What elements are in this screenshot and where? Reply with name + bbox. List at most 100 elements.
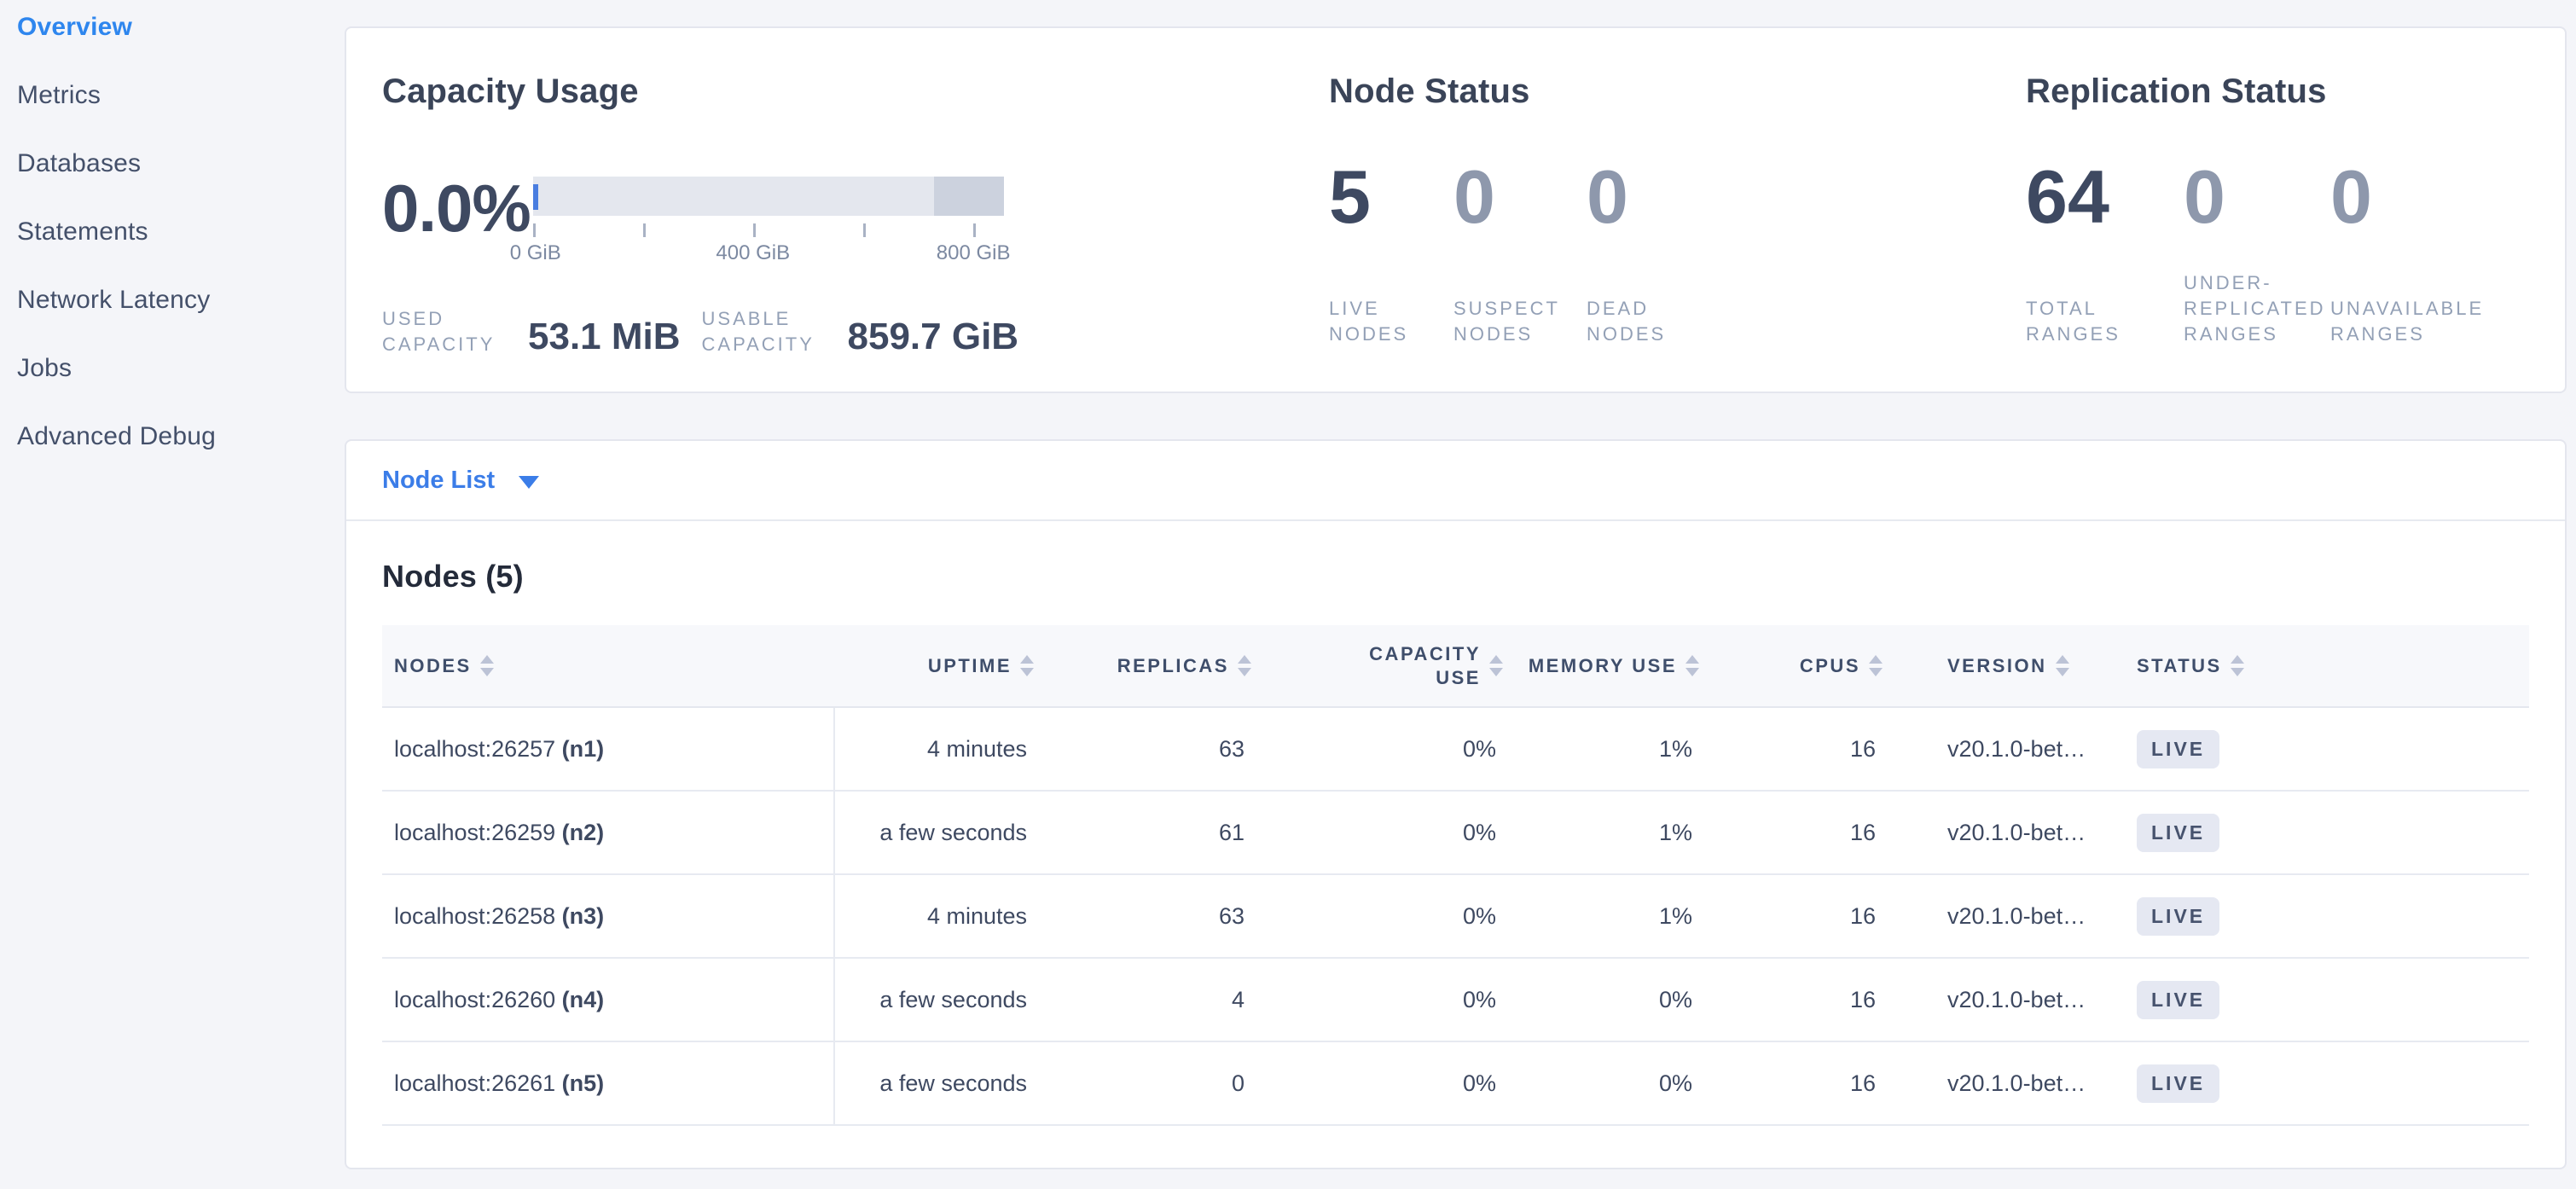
column-header-nodes[interactable]: NODES	[382, 625, 834, 708]
node-link[interactable]: localhost:26261 (n5)	[382, 1041, 835, 1126]
capacity-bar-track	[533, 177, 1004, 216]
node-status-title: Node Status	[1329, 72, 1530, 110]
status-badge: LIVE	[2137, 729, 2220, 768]
cpus-cell: 16	[1704, 791, 1888, 875]
sort-icon	[1489, 655, 1503, 676]
node-link[interactable]: localhost:26259 (n2)	[382, 791, 835, 875]
status-badge: LIVE	[2137, 1064, 2220, 1103]
sidebar-item-advanced-debug[interactable]: Advanced Debug	[17, 422, 216, 450]
status-cell: LIVE	[2084, 958, 2297, 1042]
sort-icon	[2230, 655, 2244, 676]
axis-label-0: 0 GiB	[509, 241, 561, 264]
cluster-summary-card: Capacity Usage 0.0%	[345, 26, 2567, 393]
capacity-bar-overflow-segment	[933, 177, 1004, 216]
sidebar-item-network-latency[interactable]: Network Latency	[17, 286, 211, 314]
replicas-cell: 63	[1039, 874, 1256, 959]
capacity-axis-ticks	[533, 223, 1004, 237]
capacity-usage-section: Capacity Usage 0.0%	[382, 71, 1329, 356]
total-ranges-label: TOTAL RANGES	[2026, 298, 2121, 345]
node-link[interactable]: localhost:26258 (n3)	[382, 874, 835, 959]
axis-label-800: 800 GiB	[936, 241, 1011, 264]
usable-capacity-label: USABLE CAPACITY	[701, 308, 815, 355]
cpus-cell: 16	[1704, 1041, 1888, 1126]
dead-nodes-stat: 0 DEAD NODES	[1587, 160, 2026, 347]
sidebar-item-jobs[interactable]: Jobs	[17, 354, 73, 382]
node-list-card: Node List Nodes (5) NODES	[345, 439, 2567, 1169]
replicas-cell: 63	[1039, 707, 1256, 792]
used-capacity-label: USED CAPACITY	[382, 308, 496, 355]
suspect-nodes-stat: 0 SUSPECT NODES	[1453, 160, 1587, 347]
capacity-axis-labels: 0 GiB 400 GiB 800 GiB	[510, 241, 1011, 265]
sort-icon	[1238, 655, 1251, 676]
node-list-dropdown-label: Node List	[382, 466, 496, 494]
chevron-down-icon	[519, 475, 540, 489]
capacity-use-cell: 0%	[1256, 874, 1508, 959]
unavailable-ranges-stat: 0 UNAVAILABLE RANGES	[2330, 160, 2531, 347]
replicas-cell: 0	[1039, 1041, 1256, 1126]
replicas-cell: 61	[1039, 791, 1256, 875]
status-cell: LIVE	[2084, 791, 2297, 875]
total-ranges-count: 64	[2026, 154, 2109, 239]
column-header-uptime[interactable]: UPTIME	[834, 625, 1039, 708]
suspect-nodes-count: 0	[1453, 154, 1495, 239]
memory-use-cell: 1%	[1508, 874, 1704, 959]
sidebar-item-metrics[interactable]: Metrics	[17, 81, 102, 109]
capacity-use-cell: 0%	[1256, 1041, 1508, 1126]
nodes-heading: Nodes (5)	[382, 559, 524, 594]
sidebar-item-statements[interactable]: Statements	[17, 218, 148, 246]
uptime-cell: 4 minutes	[834, 707, 1039, 792]
cpus-cell: 16	[1704, 958, 1888, 1042]
capacity-use-cell: 0%	[1256, 958, 1508, 1042]
table-row-n3: localhost:26258 (n3) 4 minutes 63 0% 1% …	[382, 874, 2529, 959]
sidebar-item-databases[interactable]: Databases	[17, 149, 142, 177]
memory-use-cell: 0%	[1508, 1041, 1704, 1126]
uptime-cell: a few seconds	[834, 791, 1039, 875]
suspect-nodes-label: SUSPECT NODES	[1453, 298, 1560, 345]
total-ranges-stat: 64 TOTAL RANGES	[2026, 160, 2184, 347]
uptime-cell: 4 minutes	[834, 874, 1039, 959]
live-nodes-label: LIVE NODES	[1329, 298, 1409, 345]
sort-icon	[479, 655, 494, 676]
table-row-n2: localhost:26259 (n2) a few seconds 61 0%…	[382, 791, 2529, 875]
sort-icon	[2055, 655, 2069, 676]
used-capacity-value: 53.1 MiB	[528, 316, 681, 357]
main-content: Capacity Usage 0.0%	[345, 0, 2576, 1189]
node-list-dropdown[interactable]: Node List	[382, 466, 540, 495]
replication-status-title: Replication Status	[2026, 72, 2327, 110]
uptime-cell: a few seconds	[834, 958, 1039, 1042]
column-header-capacity-use[interactable]: CAPACITY USE	[1256, 625, 1508, 708]
replication-status-section: Replication Status 64 TOTAL RANGES 0 UND…	[2026, 71, 2531, 347]
usable-capacity-value: 859.7 GiB	[847, 316, 1019, 357]
under-replicated-label: UNDER-REPLICATED RANGES	[2184, 272, 2326, 345]
replicas-cell: 4	[1039, 958, 1256, 1042]
column-header-replicas[interactable]: REPLICAS	[1039, 625, 1256, 708]
unavailable-ranges-count: 0	[2330, 154, 2372, 239]
sort-icon	[1020, 655, 1034, 676]
dead-nodes-label: DEAD NODES	[1587, 298, 1667, 345]
table-header-row: NODES UPTIME REPLICAS	[382, 625, 2529, 708]
node-link[interactable]: localhost:26257 (n1)	[382, 707, 835, 792]
usable-capacity-stat: USABLE CAPACITY 859.7 GiB	[702, 306, 1019, 357]
live-nodes-count: 5	[1329, 154, 1371, 239]
column-header-filler	[2297, 625, 2529, 708]
status-cell: LIVE	[2084, 1041, 2297, 1126]
sort-icon	[1869, 655, 1883, 676]
sidebar: Overview Metrics Databases Statements Ne…	[0, 0, 345, 1189]
status-cell: LIVE	[2084, 707, 2297, 792]
sidebar-item-overview[interactable]: Overview	[17, 13, 133, 41]
node-status-section: Node Status 5 LIVE NODES 0 SUSPECT NODES…	[1329, 71, 2026, 347]
under-replicated-stat: 0 UNDER-REPLICATED RANGES	[2184, 160, 2330, 347]
capacity-usage-title: Capacity Usage	[382, 72, 639, 110]
column-header-memory-use[interactable]: MEMORY USE	[1508, 625, 1704, 708]
column-header-status[interactable]: STATUS	[2084, 625, 2297, 708]
dead-nodes-count: 0	[1587, 154, 1628, 239]
column-header-cpus[interactable]: CPUS	[1704, 625, 1888, 708]
sort-icon	[1685, 655, 1699, 676]
column-header-version[interactable]: VERSION	[1888, 625, 2084, 708]
under-replicated-count: 0	[2184, 154, 2225, 239]
version-cell: v20.1.0-bet…	[1888, 874, 2084, 959]
node-link[interactable]: localhost:26260 (n4)	[382, 958, 835, 1042]
uptime-cell: a few seconds	[834, 1041, 1039, 1126]
status-badge: LIVE	[2137, 896, 2220, 936]
